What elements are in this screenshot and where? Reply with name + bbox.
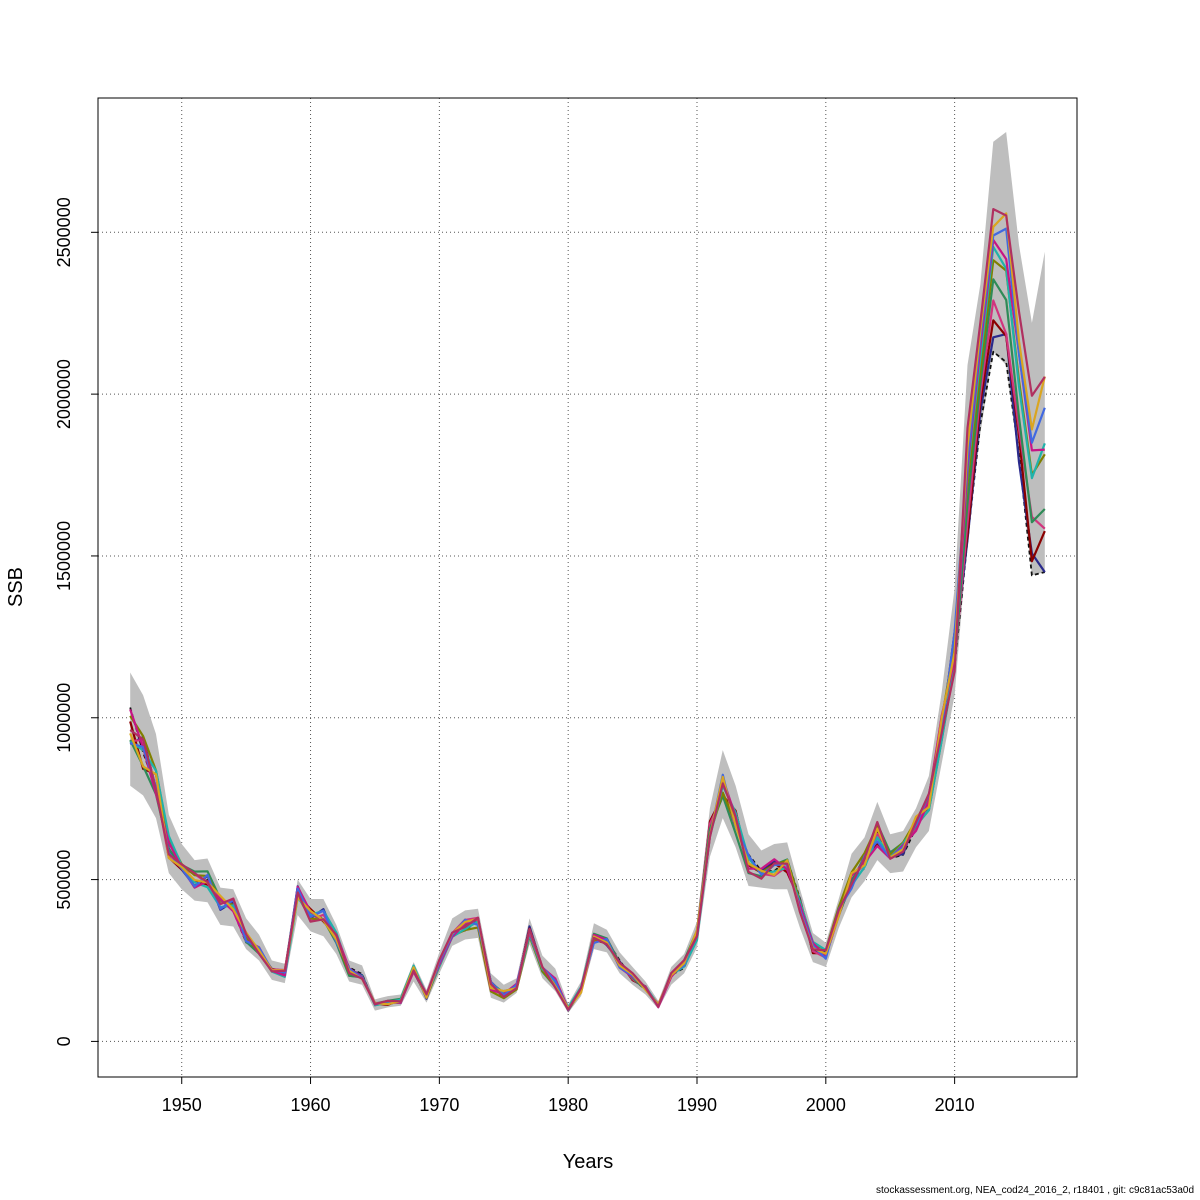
x-tick-label: 2010 xyxy=(935,1095,975,1115)
y-tick-label: 2500000 xyxy=(54,197,74,267)
confidence-band xyxy=(130,131,1045,1013)
x-axis-title: Years xyxy=(563,1151,613,1173)
x-tick-label: 1970 xyxy=(419,1095,459,1115)
x-tick-label: 1960 xyxy=(291,1095,331,1115)
footer-note: stockassessment.org, NEA_cod24_2016_2, r… xyxy=(876,1185,1194,1196)
x-tick-label: 2000 xyxy=(806,1095,846,1115)
y-tick-label: 1000000 xyxy=(54,683,74,753)
x-tick-label: 1980 xyxy=(548,1095,588,1115)
x-tick-label: 1990 xyxy=(677,1095,717,1115)
y-axis-title: SSB xyxy=(5,567,27,607)
series-lines-layer xyxy=(129,208,1046,1012)
x-tick-label: 1950 xyxy=(162,1095,202,1115)
y-tick-label: 0 xyxy=(54,1036,74,1046)
y-tick-label: 500000 xyxy=(54,850,74,910)
confidence-band-layer xyxy=(130,131,1045,1013)
y-tick-label: 2000000 xyxy=(54,359,74,429)
x-axis: 1950 1960 1970 1980 1990 2000 2010 xyxy=(162,1076,975,1115)
y-axis: 0 500000 1000000 1500000 2000000 2500000 xyxy=(54,197,98,1046)
series-line xyxy=(129,208,1046,1011)
y-tick-label: 1500000 xyxy=(54,521,74,591)
